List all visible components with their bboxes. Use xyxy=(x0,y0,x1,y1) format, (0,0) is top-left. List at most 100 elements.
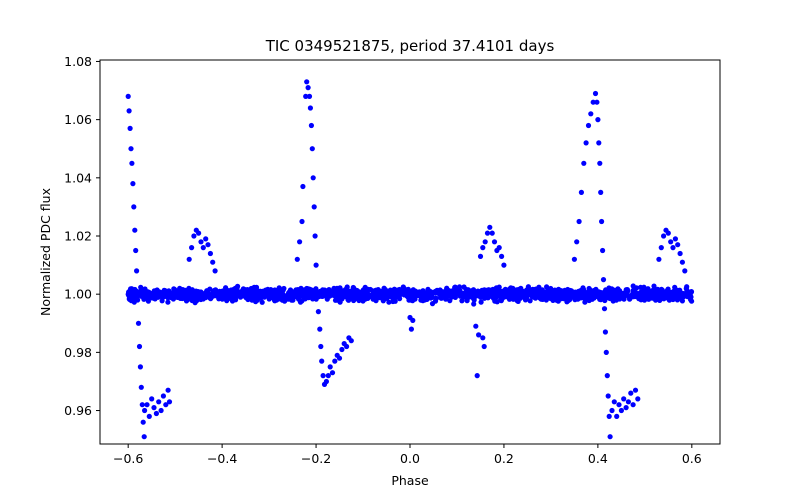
baseline-point xyxy=(519,288,525,294)
data-point xyxy=(480,335,486,341)
baseline-point xyxy=(582,293,588,299)
data-point xyxy=(588,111,594,117)
data-point xyxy=(308,122,314,129)
baseline-point xyxy=(507,292,513,298)
data-point xyxy=(595,117,601,123)
baseline-point xyxy=(687,293,693,299)
baseline-point xyxy=(224,289,230,295)
data-point xyxy=(158,407,164,414)
baseline-point xyxy=(544,293,550,299)
data-point xyxy=(679,259,686,265)
data-point xyxy=(205,242,211,248)
data-point xyxy=(323,378,329,385)
baseline-point xyxy=(138,293,144,299)
y-tick-label: 1.00 xyxy=(64,287,92,302)
data-point xyxy=(207,250,213,257)
data-point xyxy=(632,387,639,393)
data-point xyxy=(136,343,143,350)
baseline-point xyxy=(459,298,465,304)
data-point xyxy=(313,262,319,268)
baseline-point xyxy=(651,283,657,289)
baseline-point xyxy=(624,289,630,295)
baseline-point xyxy=(180,289,186,295)
baseline-point xyxy=(257,288,263,294)
data-point xyxy=(481,343,487,350)
baseline-point xyxy=(471,301,477,307)
baseline-point xyxy=(296,295,302,301)
baseline-point xyxy=(127,291,133,297)
baseline-point xyxy=(420,298,426,304)
data-point xyxy=(153,410,159,417)
data-point xyxy=(607,434,613,440)
baseline-point xyxy=(314,292,320,298)
baseline-point xyxy=(210,290,216,296)
baseline-point xyxy=(302,296,308,302)
baseline-point xyxy=(148,292,154,298)
data-point xyxy=(131,204,137,210)
baseline-point xyxy=(393,293,399,299)
data-point xyxy=(304,79,310,85)
baseline-point xyxy=(550,288,556,294)
data-point xyxy=(605,393,611,399)
data-point xyxy=(336,355,343,361)
data-point xyxy=(621,396,627,402)
data-point xyxy=(408,326,414,332)
baseline-point xyxy=(517,295,523,301)
baseline-point xyxy=(479,290,485,296)
baseline-point xyxy=(555,298,561,304)
baseline-point xyxy=(666,297,673,303)
baseline-point xyxy=(536,284,542,290)
baseline-point xyxy=(684,284,690,290)
data-point xyxy=(604,373,610,379)
baseline-point xyxy=(381,285,387,291)
baseline-point xyxy=(334,289,341,295)
baseline-point xyxy=(218,294,224,300)
baseline-point xyxy=(539,294,545,300)
data-point xyxy=(315,309,321,315)
data-point xyxy=(480,245,486,251)
baseline-point xyxy=(463,292,469,298)
data-point xyxy=(318,343,324,350)
x-axis-label: Phase xyxy=(391,473,429,488)
baseline-point xyxy=(274,288,280,294)
data-point xyxy=(146,413,152,419)
baseline-point xyxy=(331,285,337,291)
data-point xyxy=(599,218,605,225)
data-point xyxy=(297,239,303,245)
baseline-point xyxy=(313,288,319,295)
data-point xyxy=(491,239,498,245)
baseline-point xyxy=(586,285,592,292)
data-point xyxy=(487,224,493,230)
data-point xyxy=(329,370,336,376)
data-point xyxy=(305,85,311,91)
baseline-point xyxy=(443,296,449,302)
baseline-point xyxy=(373,298,379,304)
baseline-point xyxy=(444,285,450,291)
baseline-point xyxy=(337,299,343,305)
baseline-point xyxy=(235,289,241,295)
baseline-point xyxy=(289,296,295,302)
data-point xyxy=(160,393,166,399)
data-point xyxy=(126,108,132,114)
data-point xyxy=(165,387,171,393)
baseline-point xyxy=(290,292,296,298)
data-point xyxy=(590,99,596,105)
baseline-point xyxy=(253,299,259,305)
baseline-point xyxy=(345,297,351,303)
baseline-point xyxy=(232,285,239,291)
baseline-point xyxy=(170,294,176,300)
baseline-point xyxy=(287,287,294,293)
y-tick-label: 1.04 xyxy=(64,170,92,185)
data-point xyxy=(476,332,482,338)
baseline-point xyxy=(389,289,395,295)
data-point xyxy=(501,262,507,268)
baseline-point xyxy=(349,289,355,295)
baseline-point xyxy=(637,290,644,296)
baseline-point xyxy=(248,295,255,301)
baseline-point xyxy=(259,299,265,305)
data-point xyxy=(135,297,141,303)
baseline-point xyxy=(261,294,267,300)
data-point xyxy=(477,253,484,259)
baseline-point xyxy=(381,296,388,302)
data-point xyxy=(668,239,674,245)
